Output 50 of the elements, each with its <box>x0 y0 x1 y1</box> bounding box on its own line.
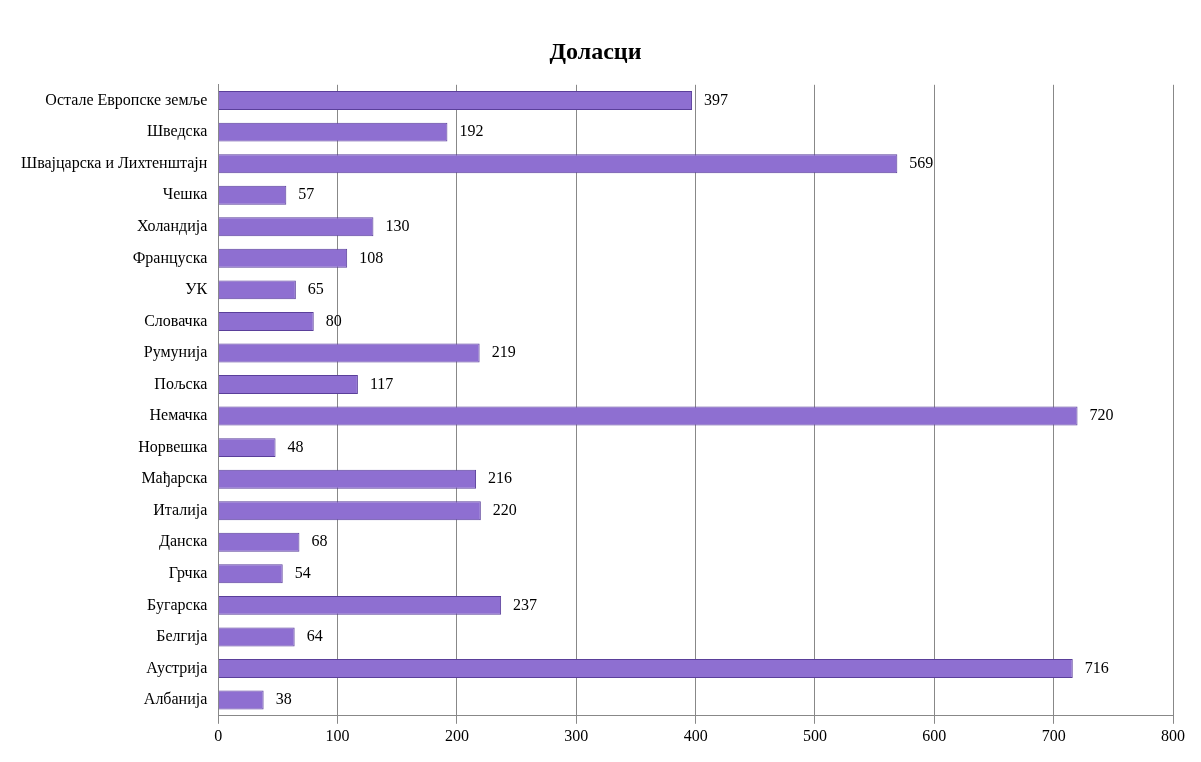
data-label: 220 <box>492 500 517 518</box>
y-tick-label: Француска <box>132 248 208 267</box>
y-tick-label: Италија <box>153 500 208 519</box>
y-tick-label: Албанија <box>143 690 208 709</box>
data-label: 117 <box>369 374 394 392</box>
y-tick-label: Швајцарска и Лихтенштајн <box>21 153 208 172</box>
x-tick-label: 800 <box>1161 726 1185 744</box>
data-label: 68 <box>311 532 328 550</box>
x-tick-label: 600 <box>922 726 947 744</box>
x-tick-label: 400 <box>683 726 708 744</box>
y-tick-label: Остале Европске земље <box>45 90 208 109</box>
data-label: 716 <box>1084 658 1109 676</box>
data-label: 219 <box>491 343 516 361</box>
data-label: 237 <box>513 595 538 613</box>
data-label: 108 <box>359 248 384 266</box>
data-label: 720 <box>1089 406 1114 424</box>
y-tick-label: Словачка <box>144 311 208 329</box>
y-tick-label: Холандија <box>137 216 208 235</box>
data-label: 48 <box>287 437 304 455</box>
x-tick-label: 0 <box>214 726 223 744</box>
y-tick-label: Румунија <box>143 343 208 362</box>
y-tick-label: Бугарска <box>147 595 208 614</box>
data-label: 38 <box>275 690 292 708</box>
x-tick-label: 200 <box>444 726 469 744</box>
y-tick-label: Мађарска <box>141 469 208 488</box>
data-label: 216 <box>488 469 513 487</box>
data-label: 569 <box>909 153 934 171</box>
x-tick-label: 700 <box>1041 726 1066 744</box>
data-label: 65 <box>307 280 324 298</box>
y-tick-label: Норвешка <box>138 437 208 456</box>
y-tick-label: УК <box>185 280 208 298</box>
y-tick-label: Немачка <box>149 406 208 424</box>
x-tick-label: 300 <box>564 726 589 744</box>
y-tick-label: Пољска <box>154 374 208 392</box>
x-tick-label: 100 <box>325 726 350 744</box>
y-tick-label: Белгија <box>156 627 208 646</box>
data-label: 80 <box>325 311 342 329</box>
y-tick-label: Данска <box>158 532 208 551</box>
chart-title: Доласци <box>549 37 642 64</box>
y-tick-label: Чешка <box>162 185 208 203</box>
y-tick-label: Шведска <box>146 122 208 141</box>
data-label: 192 <box>459 122 484 140</box>
data-label: 130 <box>385 216 410 234</box>
data-label: 397 <box>704 90 729 108</box>
data-label: 54 <box>294 564 311 582</box>
data-label: 64 <box>306 627 323 645</box>
x-tick-label: 500 <box>802 726 827 744</box>
data-label: 57 <box>298 185 315 203</box>
y-tick-label: Грчка <box>168 564 208 583</box>
y-tick-label: Аустрија <box>146 658 208 677</box>
